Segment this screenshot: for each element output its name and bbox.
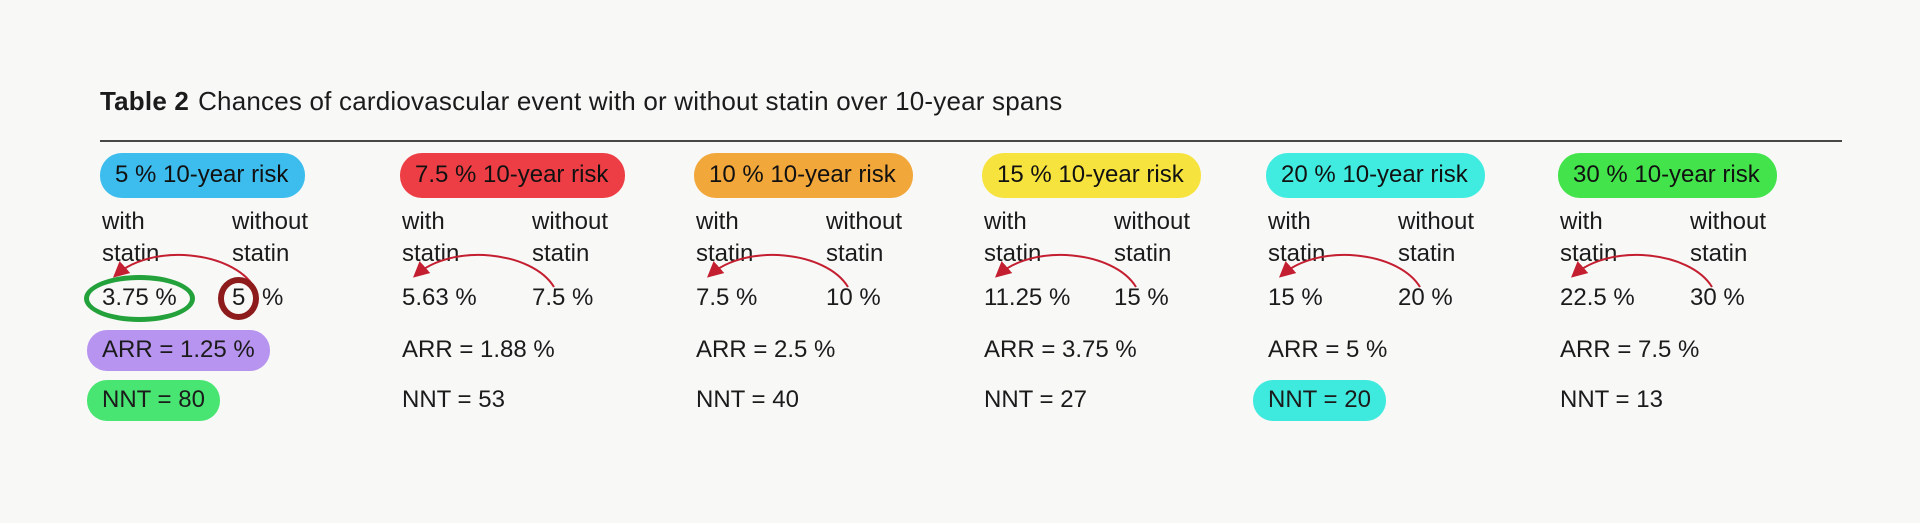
- with-statin-value: 5.63 %: [402, 284, 477, 311]
- without-statin-value: 15 %: [1114, 284, 1169, 311]
- nnt-row: NNT = 27: [984, 386, 1087, 413]
- without-statin-value: 30 %: [1690, 284, 1745, 311]
- with-statin-header: with statin: [102, 208, 160, 267]
- curved-arrow-icon: [1279, 253, 1421, 288]
- with-statin-header: with statin: [1560, 208, 1618, 267]
- with-statin-header: with statin: [984, 208, 1042, 267]
- arr-row: ARR = 1.25 %: [87, 330, 270, 371]
- risk-badge: 30 % 10-year risk: [1558, 153, 1777, 198]
- without-statin-value: 7.5 %: [532, 284, 594, 311]
- without-statin-header: without statin: [1690, 208, 1767, 267]
- with-statin-header: with statin: [402, 208, 460, 267]
- nnt-row: NNT = 20: [1253, 380, 1386, 421]
- curved-arrow-icon: [995, 253, 1137, 288]
- nnt-highlight: NNT = 20: [1253, 380, 1386, 421]
- with-statin-header: with statin: [696, 208, 754, 267]
- with-statin-value: 3.75 %: [84, 275, 195, 322]
- without-statin-value: 10 %: [826, 284, 881, 311]
- risk-badge: 5 % 10-year risk: [100, 153, 306, 198]
- table-title-text: Chances of cardiovascular event with or …: [198, 86, 1063, 116]
- green-ellipse-annotation: 3.75 %: [84, 275, 195, 322]
- without-statin-header: without statin: [1114, 208, 1191, 267]
- risk-badge: 10 % 10-year risk: [694, 153, 913, 198]
- curved-arrow-icon: [113, 253, 255, 288]
- risk-column-30pct: 30 % 10-year risk with statin without st…: [1558, 0, 1858, 523]
- with-statin-value: 15 %: [1268, 284, 1323, 311]
- without-statin-header: without statin: [826, 208, 903, 267]
- arr-highlight: ARR = 1.25 %: [87, 330, 270, 371]
- value-text: 5: [232, 284, 246, 311]
- without-statin-value: 5 %: [218, 277, 284, 320]
- risk-column-7-5pct: 7.5 % 10-year risk with statin without s…: [400, 0, 700, 523]
- arr-row: ARR = 7.5 %: [1560, 336, 1700, 363]
- risk-badge: 15 % 10-year risk: [982, 153, 1201, 198]
- risk-badge: 20 % 10-year risk: [1266, 153, 1485, 198]
- arr-row: ARR = 3.75 %: [984, 336, 1137, 363]
- with-statin-value: 11.25 %: [984, 284, 1071, 311]
- without-statin-value: 20 %: [1398, 284, 1453, 311]
- with-statin-value: 7.5 %: [696, 284, 758, 311]
- table-number: Table 2: [100, 86, 190, 116]
- nnt-row: NNT = 80: [87, 380, 220, 421]
- nnt-highlight: NNT = 80: [87, 380, 220, 421]
- risk-column-15pct: 15 % 10-year risk with statin without st…: [982, 0, 1282, 523]
- arr-row: ARR = 1.88 %: [402, 336, 555, 363]
- risk-column-20pct: 20 % 10-year risk with statin without st…: [1253, 0, 1566, 523]
- nnt-row: NNT = 53: [402, 386, 505, 413]
- value-suffix: %: [255, 284, 284, 311]
- table-caption: Table 2 Chances of cardiovascular event w…: [100, 86, 1062, 117]
- curved-arrow-icon: [707, 253, 849, 288]
- curved-arrow-icon: [1571, 253, 1713, 288]
- arr-row: ARR = 5 %: [1268, 336, 1388, 363]
- red-circle-annotation: 5: [218, 277, 260, 320]
- without-statin-header: without statin: [1398, 208, 1475, 267]
- nnt-row: NNT = 40: [696, 386, 799, 413]
- without-statin-header: without statin: [232, 208, 309, 267]
- arr-row: ARR = 2.5 %: [696, 336, 836, 363]
- with-statin-header: with statin: [1268, 208, 1326, 267]
- risk-column-10pct: 10 % 10-year risk with statin without st…: [694, 0, 994, 523]
- risk-badge: 7.5 % 10-year risk: [400, 153, 626, 198]
- value-text: 3.75 %: [102, 284, 177, 311]
- with-statin-value: 22.5 %: [1560, 284, 1635, 311]
- without-statin-header: without statin: [532, 208, 609, 267]
- nnt-row: NNT = 13: [1560, 386, 1663, 413]
- curved-arrow-icon: [413, 253, 555, 288]
- risk-column-5pct: 5 % 10-year risk with statin without sta…: [84, 0, 400, 523]
- caption-divider-line: [100, 140, 1842, 142]
